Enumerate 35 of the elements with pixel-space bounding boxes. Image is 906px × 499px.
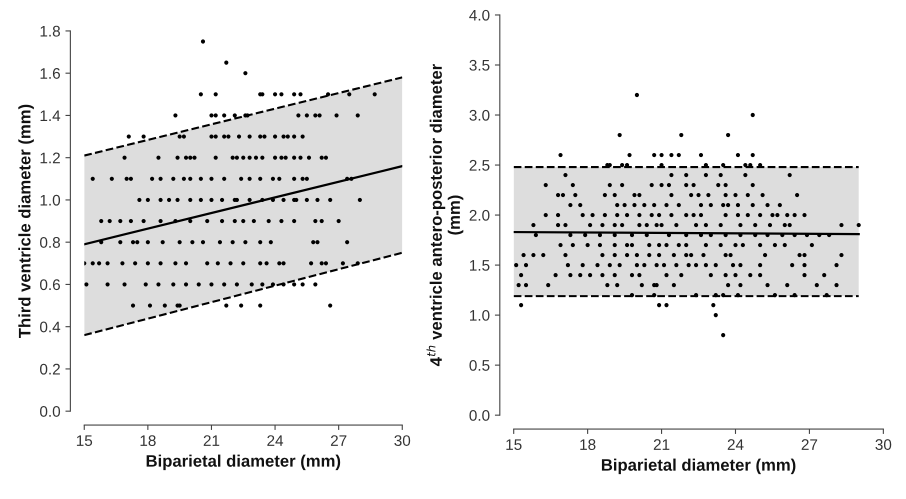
y-tick-label: 1.2 <box>40 152 60 164</box>
y-tick-label: 1.0 <box>40 194 60 206</box>
y-tick-label: 0.5 <box>469 360 490 371</box>
y-tick-label: 3.0 <box>469 110 490 121</box>
y-tick-label: 1.0 <box>470 310 490 321</box>
y-tick-label: 1.5 <box>470 260 490 271</box>
y-tick-label: 1.8 <box>40 26 60 37</box>
x-tick-label: 21 <box>204 435 220 446</box>
y-tick-label: 1.4 <box>40 110 60 121</box>
x-tick-label: 30 <box>394 435 410 446</box>
x-tick-label: 24 <box>267 435 284 446</box>
x-tick-label: 27 <box>802 439 818 450</box>
x-axis-title: Biparietal diameter (mm) <box>602 458 796 474</box>
y-axis-title: 4$^{th}$ ventricle antero-posterior diameter (mm) <box>426 64 464 366</box>
x-tick-label: 15 <box>506 439 522 450</box>
y-tick-label: 0.6 <box>40 279 60 290</box>
y-tick-label: 2.0 <box>470 210 490 221</box>
x-tick-label: 24 <box>728 439 744 450</box>
y-tick-label: 2.5 <box>470 160 490 171</box>
x-tick-label: 27 <box>330 435 346 446</box>
y-tick-label: 0.0 <box>40 406 60 417</box>
x-tick-label: 18 <box>140 435 156 446</box>
y-tick-label: 4.0 <box>469 10 490 21</box>
x-tick-label: 18 <box>580 439 596 450</box>
y-tick-label: 0.4 <box>40 322 60 332</box>
y-axis-title: Third ventricle diameter (mm) <box>18 104 34 338</box>
x-tick-label: 30 <box>875 439 892 450</box>
y-tick-label: 0.0 <box>469 410 490 421</box>
x-tick-label: 21 <box>654 439 670 450</box>
y-tick-label: 1.6 <box>40 68 60 79</box>
y-tick-label: 3.5 <box>469 60 490 71</box>
y-tick-label: 0.8 <box>40 237 60 248</box>
x-axis-title: Biparietal diameter (mm) <box>146 454 340 470</box>
y-tick-label: 0.2 <box>40 364 60 375</box>
x-tick-label: 15 <box>76 435 92 446</box>
